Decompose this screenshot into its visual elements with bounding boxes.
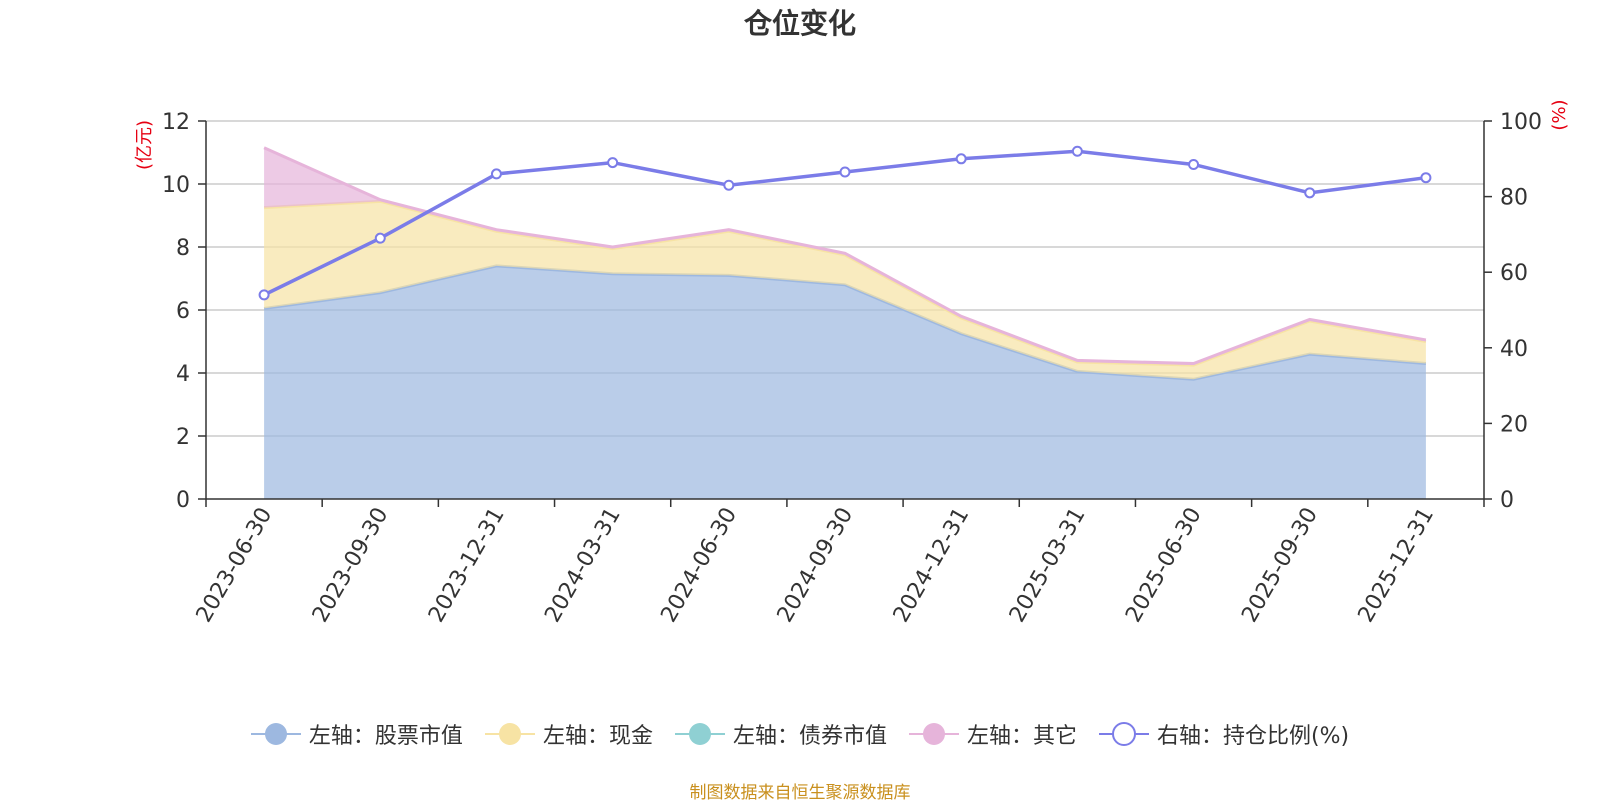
x-axis-tick-label: 2023-09-30 xyxy=(308,503,394,626)
ratio-point xyxy=(723,179,735,191)
x-axis-tick-label: 2025-06-30 xyxy=(1121,504,1207,627)
circle-line-icon xyxy=(250,723,301,745)
ratio-point xyxy=(607,157,619,169)
hollow-circle-line-icon xyxy=(1098,722,1149,746)
x-axis-tick-label: 2024-03-31 xyxy=(540,504,626,627)
left-axis-tick-label: 2 xyxy=(176,425,190,450)
legend-item-ratio[interactable]: 右轴：持仓比例(%) xyxy=(1098,718,1350,750)
ratio-point xyxy=(955,153,967,165)
ratio-point xyxy=(839,166,851,178)
legend: 左轴：股票市值 左轴：现金 左轴：债券市值 左轴：其它 右轴：持仓比例(%) xyxy=(0,718,1600,750)
right-axis-tick-label: 80 xyxy=(1500,186,1528,211)
right-axis-tick-label: 40 xyxy=(1500,337,1528,362)
ratio-point xyxy=(1071,145,1083,157)
right-axis-tick-label: 0 xyxy=(1500,488,1514,513)
x-axis-tick-label: 2024-06-30 xyxy=(656,504,742,627)
ratio-point xyxy=(1304,187,1316,199)
ratio-point xyxy=(1420,172,1432,184)
legend-item-other[interactable]: 左轴：其它 xyxy=(908,718,1077,750)
left-axis-tick-label: 6 xyxy=(176,299,190,324)
x-axis-tick-label: 2023-06-30 xyxy=(192,504,278,627)
legend-label-cash: 左轴：现金 xyxy=(542,724,653,749)
circle-line-icon xyxy=(674,723,725,745)
circle-line-icon xyxy=(484,723,535,745)
area-stock xyxy=(264,265,1426,499)
x-axis-tick-label: 2024-12-31 xyxy=(889,504,975,627)
right-axis-tick-label: 100 xyxy=(1500,110,1542,135)
area-cash xyxy=(264,201,1426,380)
ratio-point xyxy=(1188,158,1200,170)
x-axis-tick-label: 2024-09-30 xyxy=(773,504,859,627)
left-axis-tick-label: 10 xyxy=(162,173,190,198)
legend-item-cash[interactable]: 左轴：现金 xyxy=(484,718,653,750)
x-axis-tick-label: 2025-09-30 xyxy=(1237,504,1323,627)
x-axis-tick-label: 2025-03-31 xyxy=(1005,504,1091,627)
chart-canvas: 0 2 4 6 8 10 12 0 20 40 60 80 100 2023-06-30 2023-09-3… xyxy=(134,99,1570,627)
chart-title: 仓位变化 xyxy=(743,7,856,40)
left-axis-tick-label: 8 xyxy=(176,236,190,261)
ratio-line xyxy=(258,145,1432,301)
ratio-point xyxy=(258,289,270,301)
left-axis-tick-label: 12 xyxy=(162,110,190,135)
x-axis-tick-label: 2025-12-31 xyxy=(1354,504,1440,627)
right-axis-tick-label: 20 xyxy=(1500,412,1528,437)
right-axis-tick-label: 60 xyxy=(1500,261,1528,286)
circle-line-icon xyxy=(908,723,959,745)
left-axis-tick-label: 0 xyxy=(176,488,190,513)
legend-item-stock[interactable]: 左轴：股票市值 xyxy=(250,718,463,750)
left-axis-unit-label: (亿元) xyxy=(134,120,155,170)
legend-item-bond[interactable]: 左轴：债券市值 xyxy=(674,718,887,750)
ratio-point xyxy=(374,232,386,244)
legend-label-stock: 左轴：股票市值 xyxy=(308,724,463,749)
right-axis-unit-label: (%) xyxy=(1549,99,1570,130)
area-edge-other xyxy=(263,146,1427,366)
source-note: 制图数据来自恒生聚源数据库 xyxy=(689,783,911,803)
legend-label-bond: 左轴：债券市值 xyxy=(732,724,887,749)
legend-label-other: 左轴：其它 xyxy=(966,724,1077,749)
ratio-point xyxy=(490,168,502,180)
legend-label-ratio: 右轴：持仓比例(%) xyxy=(1156,724,1350,749)
x-axis-tick-label: 2023-12-31 xyxy=(424,504,510,627)
stacked-areas xyxy=(263,146,1427,499)
left-axis-tick-label: 4 xyxy=(176,362,190,387)
